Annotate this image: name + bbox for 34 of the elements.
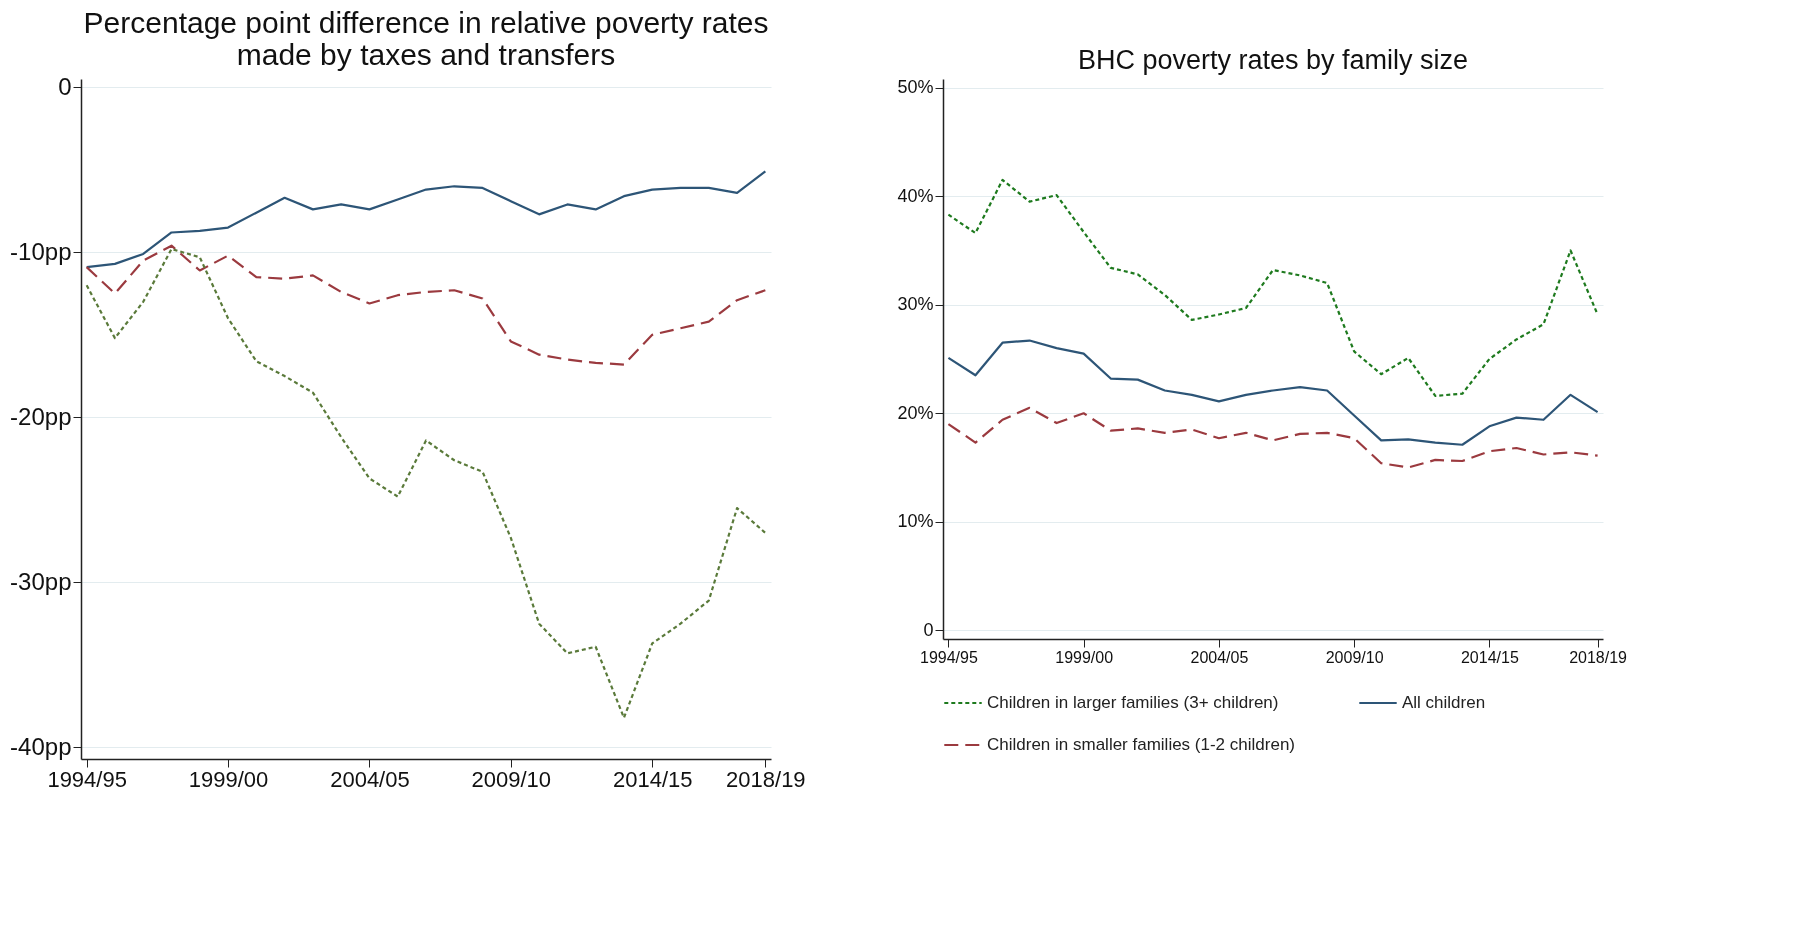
line-series [947,406,1599,469]
x-tick-label: 2018/19 [1569,648,1628,666]
x-tick-label: 1999/00 [1055,648,1114,666]
y-tick-label: 0 [58,72,72,100]
x-tick-label: 2004/05 [1190,648,1249,666]
legend-label: Children in smaller families (1-2 children) [987,735,1295,754]
y-tick-label: -40pp [10,732,72,760]
x-tick-label: 2014/15 [1460,648,1519,666]
line-series [85,244,767,366]
y-tick-label: -30pp [10,567,72,595]
x-tick-label: 1999/00 [188,766,269,792]
x-tick-label: 2014/15 [612,766,693,792]
y-tick-label: 20% [897,402,934,423]
x-tick-label: 1994/95 [919,648,978,666]
y-tick-label: -10pp [10,237,72,265]
line-series [85,247,767,719]
x-tick-label: 2004/05 [330,766,410,792]
y-tick-label: 10% [897,511,934,532]
x-tick-label: 2009/10 [471,766,552,792]
y-tick-label: -20pp [10,402,72,430]
x-tick-label: 2009/10 [1325,648,1384,666]
y-tick-label: 0 [923,619,934,640]
line-series [85,170,767,269]
y-tick-label: 50% [897,77,934,98]
y-tick-label: 40% [897,185,934,206]
y-tick-label: 30% [897,294,934,315]
x-tick-label: 1994/95 [47,766,127,792]
legend-label: All children [1402,693,1486,712]
line-series [947,178,1599,397]
chart-title: BHC poverty rates by family size [1077,44,1469,75]
chart-title: Percentage point difference in relative poverty rates made by taxes and transfers [83,6,769,72]
legend-label: Children in larger families (3+ children) [987,693,1279,712]
x-tick-label: 2018/19 [726,766,806,792]
line-series [947,339,1599,446]
